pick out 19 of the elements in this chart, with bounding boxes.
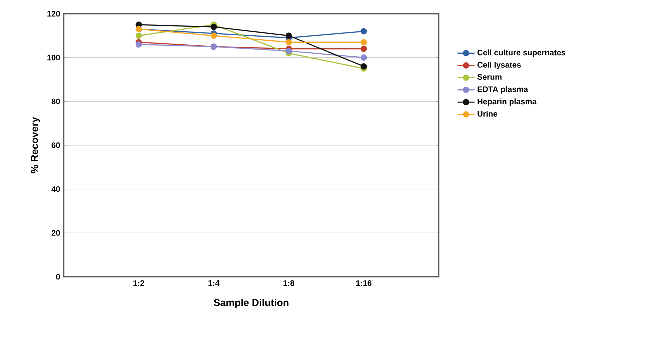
x-tick-label: 1:16	[356, 280, 372, 286]
y-tick-label: 40	[52, 186, 60, 192]
legend-label: Cell lysates	[478, 62, 522, 70]
x-tick-label: 1:8	[284, 280, 295, 286]
legend-label: Urine	[478, 111, 498, 117]
legend-label: Heparin plasma	[478, 98, 537, 106]
x-axis-title: Sample Dilution	[214, 299, 289, 308]
legend-label: EDTA plasma	[478, 86, 528, 94]
y-tick-label: 80	[52, 98, 60, 104]
y-axis-title: % Recovery	[31, 117, 40, 174]
y-tick-label: 0	[56, 274, 60, 280]
x-tick-label: 1:4	[208, 280, 220, 286]
legend-label: Serum	[478, 74, 502, 80]
y-tick-label: 60	[52, 142, 60, 148]
x-tick-label: 1:2	[134, 280, 144, 286]
y-tick-label: 100	[48, 54, 60, 61]
legend-label: Cell culture supernates	[478, 50, 566, 58]
y-tick-label: 20	[52, 230, 60, 236]
y-tick-label: 120	[48, 11, 60, 17]
